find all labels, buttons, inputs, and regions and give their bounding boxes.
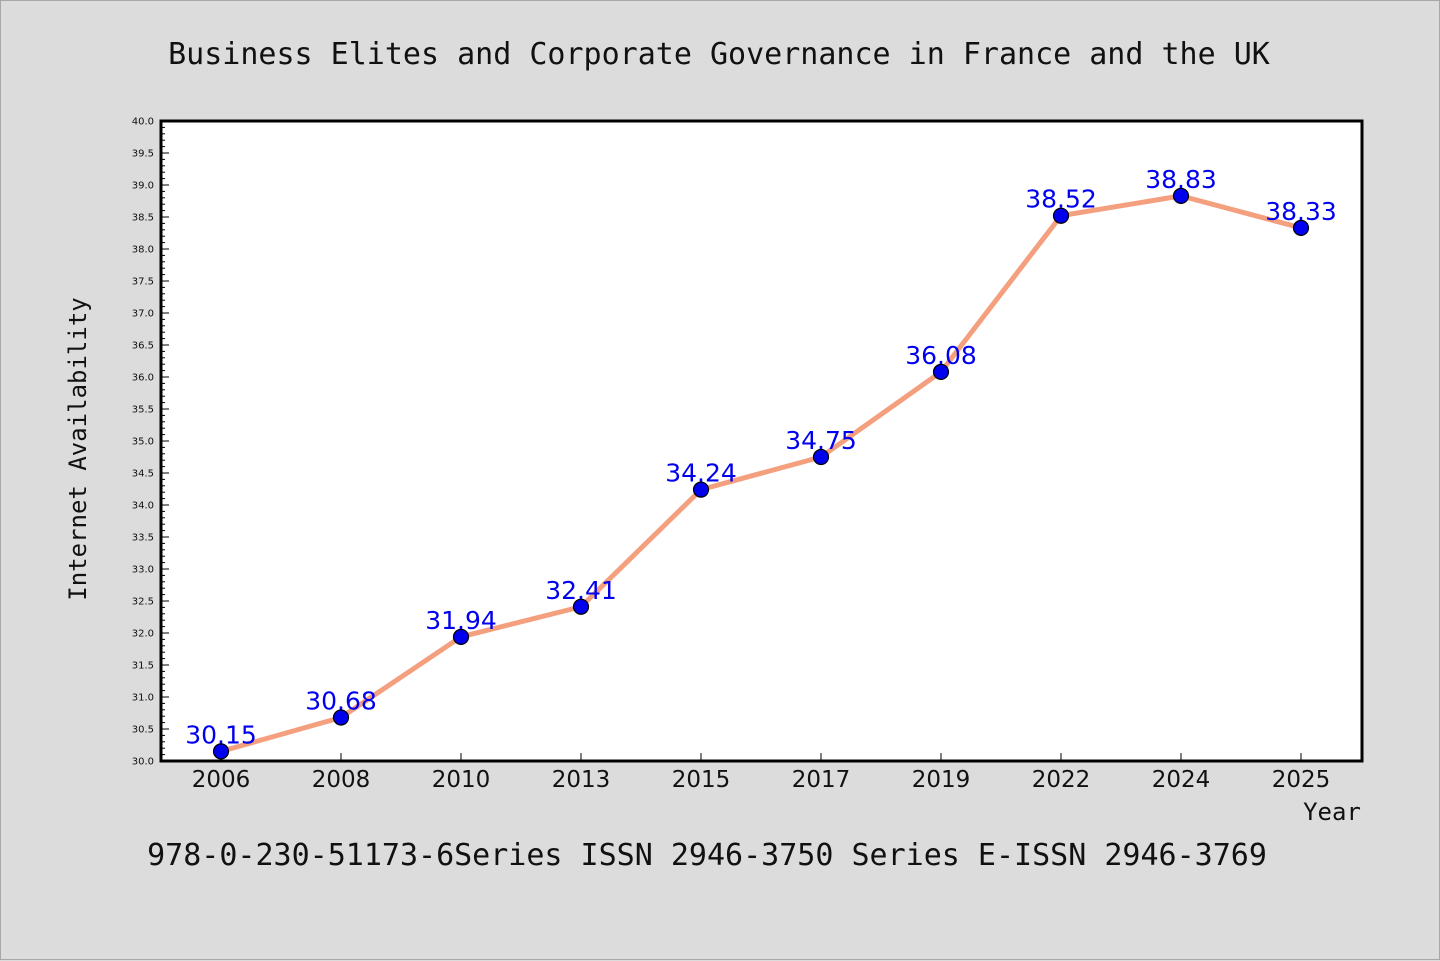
data-point [1292,219,1310,236]
data-label: 34.24 [665,459,737,488]
data-label: 38.33 [1265,197,1337,226]
data-point [332,709,350,726]
y-tick-label: 37.5 [132,277,154,288]
y-tick-label: 39.0 [132,181,154,192]
data-label: 30.15 [185,720,257,749]
x-tick-label: 2006 [192,767,251,793]
x-axis-label: Year [1303,798,1361,826]
data-label: 36.08 [905,341,977,370]
x-tick-label: 2010 [432,767,491,793]
y-tick-label: 31.5 [132,661,154,672]
x-tick-label: 2017 [792,767,851,793]
x-tick-label: 2024 [1152,767,1211,793]
data-point [452,628,470,645]
y-tick-label: 39.5 [132,149,154,160]
x-tick-label: 2015 [672,767,731,793]
x-tick-label: 2008 [312,767,371,793]
data-label: 38.83 [1145,165,1217,194]
y-tick-label: 35.0 [132,437,154,448]
chart-title: Business Elites and Corporate Governance… [168,37,1270,72]
x-tick-label: 2022 [1032,767,1091,793]
y-tick-label: 38.0 [132,245,154,256]
x-tick-label: 2013 [552,767,611,793]
data-point [212,743,230,760]
data-label: 38.52 [1025,185,1097,214]
y-tick-label: 35.5 [132,405,154,416]
data-point [1172,187,1190,204]
x-axis: 2006 2008 2010 2013 2015 2017 2019 2022 2024 2025 [192,753,1331,793]
y-tick-label: 30.0 [132,757,154,768]
y-tick-label: 34.0 [132,501,154,512]
y-tick-label: 32.0 [132,629,154,640]
y-tick-label: 40.0 [132,117,154,128]
x-tick-label: 2025 [1272,767,1331,793]
footer-identifiers: 978-0-230-51173-6Series ISSN 2946-3750 S… [147,838,1267,873]
data-label: 30.68 [305,686,377,715]
y-tick-label: 33.0 [132,565,154,576]
y-axis-label: Internet Availability [64,297,92,600]
data-label: 32.41 [545,576,617,605]
plot-area [159,119,1364,763]
data-series: 30.15 30.68 31.94 32.41 34.24 34.75 36.08 38.52… [185,165,1337,760]
y-axis: 30.0 30.5 31.0 31.5 32.0 32.5 33.0 33.5 34.0 34.5… [132,117,169,768]
data-point [932,363,950,380]
y-tick-label: 36.5 [132,341,154,352]
y-tick-label: 30.5 [132,725,154,736]
y-tick-label: 38.5 [132,213,154,224]
y-tick-label: 31.0 [132,693,154,704]
data-label: 34.75 [785,426,857,455]
x-tick-label: 2019 [912,767,971,793]
y-tick-label: 36.0 [132,373,154,384]
y-tick-label: 37.0 [132,309,154,320]
data-point [692,481,710,498]
data-point [812,448,830,466]
data-point [572,598,590,615]
y-tick-label: 34.5 [132,469,154,480]
y-tick-label: 32.5 [132,597,154,608]
y-tick-label: 33.5 [132,533,154,544]
data-label: 31.94 [425,606,497,635]
series-line [218,193,1304,754]
data-point [1052,207,1070,224]
